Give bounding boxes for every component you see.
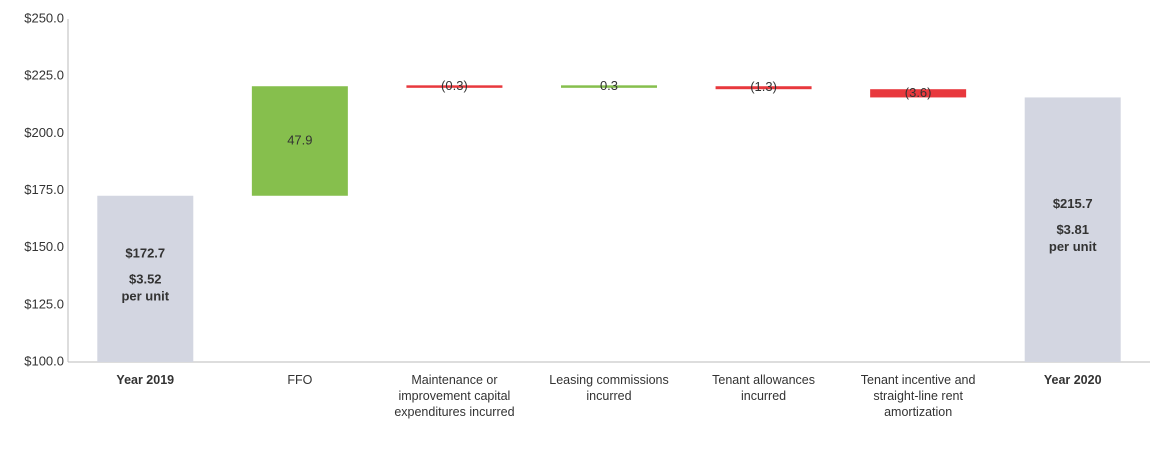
y-tick-label: $175.0 [24, 182, 64, 197]
bar [870, 89, 967, 98]
value-label: (3.6) [905, 85, 932, 100]
value-label: (0.3) [441, 78, 468, 93]
value-label: $215.7 [1053, 196, 1093, 211]
bar [406, 85, 503, 88]
bar [97, 195, 194, 362]
x-tick-label: Tenant incentive and straight-line rent … [860, 373, 976, 419]
x-tick-label: Maintenance or improvement capital expen… [394, 373, 515, 419]
y-tick-label: $225.0 [24, 68, 64, 83]
y-tick-label: $150.0 [24, 239, 64, 254]
x-tick-label: Year 2020 [1043, 373, 1102, 387]
per-unit-label: $3.52 [129, 271, 162, 286]
value-label: $172.7 [125, 245, 165, 260]
x-tick-label: Year 2019 [116, 373, 175, 387]
per-unit-label: per unit [121, 288, 169, 303]
y-tick-label: $250.0 [24, 10, 64, 25]
y-tick-label: $200.0 [24, 125, 64, 140]
x-tick-label: Leasing commissions incurred [549, 373, 669, 403]
y-tick-label: $125.0 [24, 296, 64, 311]
bar [715, 86, 812, 90]
value-label: (1.3) [750, 79, 777, 94]
x-tick-label: FFO [287, 373, 313, 387]
bar [251, 86, 348, 196]
per-unit-label: $3.81 [1056, 222, 1089, 237]
bar [561, 85, 657, 88]
per-unit-label: per unit [1049, 239, 1097, 254]
y-tick-label: $100.0 [24, 353, 64, 368]
value-label: 0.3 [600, 78, 618, 93]
x-tick-label: Tenant allowances incurred [712, 373, 815, 403]
bar [1024, 97, 1121, 362]
value-label: 47.9 [287, 132, 312, 147]
